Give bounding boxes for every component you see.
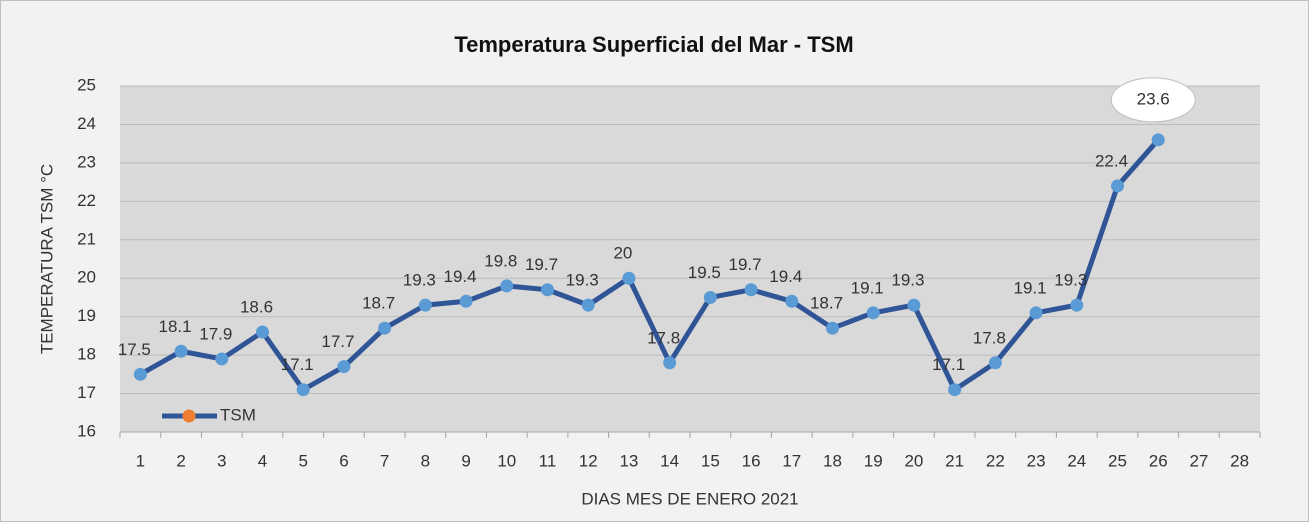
data-point bbox=[1111, 179, 1124, 193]
data-point bbox=[418, 298, 432, 312]
data-point bbox=[826, 321, 839, 335]
data-point bbox=[500, 279, 514, 293]
y-tick-label: 25 bbox=[77, 75, 96, 94]
data-point bbox=[907, 298, 921, 312]
data-label-callout bbox=[1110, 77, 1196, 123]
data-label: 17.5 bbox=[118, 340, 151, 359]
data-point bbox=[1029, 306, 1043, 320]
data-point bbox=[744, 283, 758, 297]
x-tick-label: 21 bbox=[945, 451, 964, 470]
data-point bbox=[622, 271, 636, 285]
x-tick-label: 18 bbox=[823, 451, 842, 470]
data-label: 20 bbox=[613, 244, 632, 263]
data-point bbox=[1070, 298, 1084, 312]
x-tick-label: 13 bbox=[619, 451, 638, 470]
x-tick-label: 2 bbox=[176, 451, 185, 470]
x-tick-label: 11 bbox=[539, 451, 557, 470]
data-label: 17.1 bbox=[932, 355, 965, 374]
data-label: 18.7 bbox=[810, 294, 843, 313]
x-tick-label: 14 bbox=[660, 451, 679, 470]
data-label: 17.7 bbox=[321, 332, 354, 351]
series-line bbox=[139, 138, 1161, 393]
x-tick-label: 26 bbox=[1149, 451, 1168, 470]
data-point bbox=[256, 325, 269, 339]
x-tick-label: 24 bbox=[1067, 451, 1086, 470]
legend-label: TSM bbox=[220, 405, 256, 424]
y-tick-label: 23 bbox=[77, 152, 96, 171]
x-tick-label: 25 bbox=[1108, 451, 1127, 470]
x-tick-label: 1 bbox=[136, 451, 145, 470]
data-label: 18.1 bbox=[159, 317, 192, 336]
x-tick-label: 3 bbox=[217, 451, 226, 470]
data-point bbox=[948, 383, 962, 397]
x-axis-label: DIAS MES DE ENERO 2021 bbox=[581, 489, 798, 508]
y-tick-label: 21 bbox=[77, 229, 96, 248]
x-tick-label: 8 bbox=[421, 451, 430, 470]
data-label: 19.3 bbox=[403, 271, 436, 290]
y-tick-label: 16 bbox=[77, 421, 96, 440]
y-axis-label: TEMPERATURA TSM °C bbox=[37, 164, 56, 354]
data-label: 19.8 bbox=[484, 251, 517, 270]
data-point bbox=[541, 283, 554, 297]
data-label: 19.3 bbox=[566, 271, 599, 290]
data-label: 19.1 bbox=[851, 278, 884, 297]
data-label: 17.8 bbox=[973, 328, 1006, 347]
x-tick-label: 17 bbox=[782, 451, 801, 470]
x-tick-label: 27 bbox=[1189, 451, 1208, 470]
data-point bbox=[296, 383, 310, 397]
data-label: 19.3 bbox=[891, 271, 924, 290]
data-label: 19.3 bbox=[1054, 271, 1087, 290]
x-tick-label: 10 bbox=[497, 451, 516, 470]
data-point bbox=[174, 344, 188, 358]
data-point bbox=[988, 356, 1002, 370]
x-tick-label: 28 bbox=[1230, 451, 1249, 470]
data-label: 23.6 bbox=[1137, 89, 1170, 108]
x-tick-label: 19 bbox=[864, 451, 883, 470]
x-tick-label: 20 bbox=[904, 451, 923, 470]
x-tick-label: 23 bbox=[1027, 451, 1046, 470]
y-tick-label: 18 bbox=[77, 345, 96, 364]
x-tick-label: 15 bbox=[701, 451, 720, 470]
data-point bbox=[337, 360, 351, 374]
data-point bbox=[459, 294, 473, 308]
data-point bbox=[1151, 133, 1165, 147]
data-point bbox=[215, 352, 229, 366]
data-point bbox=[581, 298, 595, 312]
x-tick-label: 6 bbox=[339, 451, 348, 470]
data-point bbox=[703, 290, 717, 304]
x-tick-label: 5 bbox=[298, 451, 307, 470]
data-label: 19.1 bbox=[1014, 278, 1047, 297]
x-tick-label: 7 bbox=[380, 451, 389, 470]
legend-marker bbox=[182, 409, 196, 423]
data-point bbox=[785, 294, 799, 308]
chart-title: Temperatura Superficial del Mar - TSM bbox=[454, 32, 853, 57]
data-label: 17.1 bbox=[281, 355, 314, 374]
data-point bbox=[133, 367, 147, 381]
data-label: 19.4 bbox=[769, 267, 802, 286]
data-label: 18.6 bbox=[240, 298, 273, 317]
y-tick-label: 17 bbox=[77, 383, 96, 402]
plot-area bbox=[120, 86, 1260, 432]
x-tick-label: 22 bbox=[986, 451, 1005, 470]
data-label: 19.4 bbox=[444, 267, 477, 286]
x-tick-label: 12 bbox=[579, 451, 598, 470]
y-tick-label: 22 bbox=[77, 191, 96, 210]
data-label: 17.9 bbox=[199, 324, 232, 343]
y-tick-label: 20 bbox=[77, 268, 96, 287]
x-tick-label: 4 bbox=[258, 451, 267, 470]
data-point bbox=[663, 356, 677, 370]
x-tick-label: 9 bbox=[461, 451, 470, 470]
data-point bbox=[866, 306, 880, 320]
data-label: 22.4 bbox=[1095, 151, 1128, 170]
data-label: 19.7 bbox=[525, 255, 558, 274]
data-point bbox=[378, 321, 392, 335]
y-tick-label: 19 bbox=[77, 306, 96, 325]
data-label: 19.5 bbox=[688, 263, 721, 282]
data-label: 18.7 bbox=[362, 294, 395, 313]
data-label: 17.8 bbox=[647, 328, 680, 347]
data-label: 19.7 bbox=[729, 255, 762, 274]
x-tick-label: 16 bbox=[742, 451, 761, 470]
y-tick-label: 24 bbox=[77, 114, 96, 133]
